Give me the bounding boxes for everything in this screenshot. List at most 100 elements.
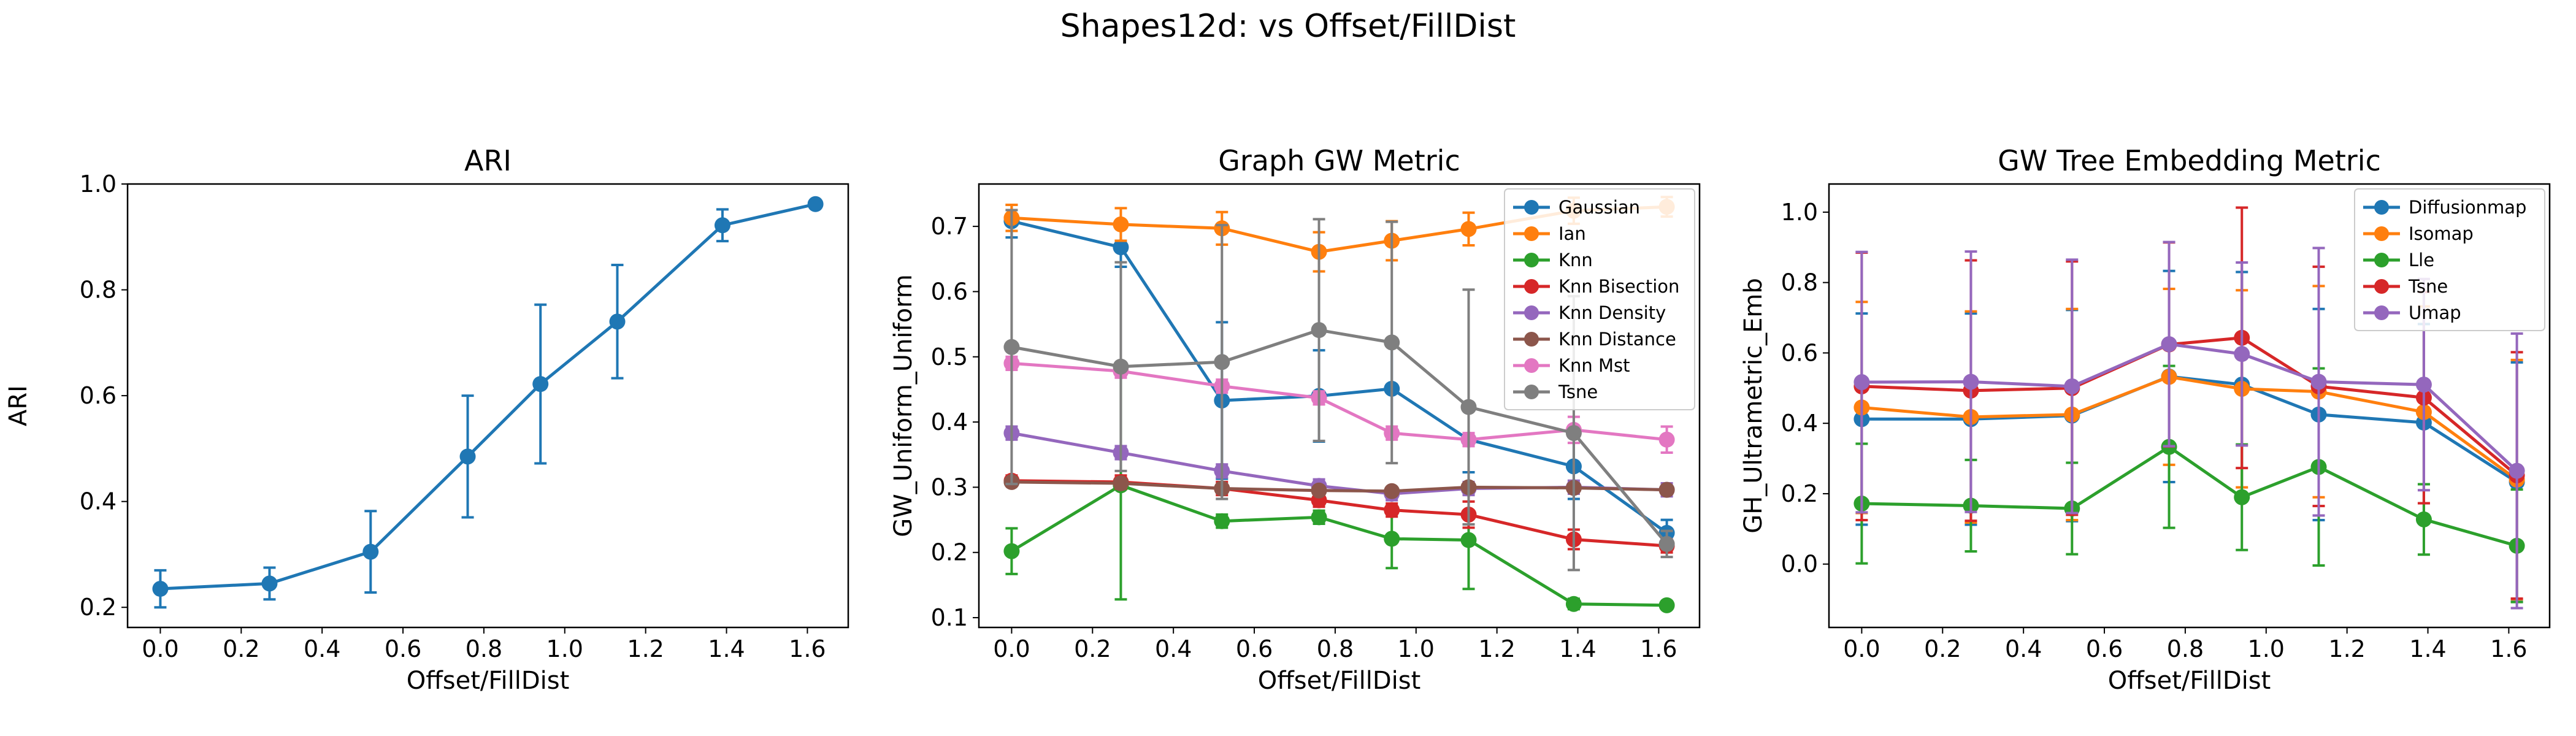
charts: ARI 0.0 0.2 0.4 0.6 0.8 1.0 1.2 1.4 1.6 0.2 0.4 0.6 0… (4, 144, 2551, 695)
chart-title: GW Tree Embedding Metric (1998, 144, 2381, 177)
series-line (1861, 336, 2518, 477)
legend-label: Knn Bisection (1558, 276, 1679, 297)
axes-frame (1828, 183, 2551, 629)
data-point (1963, 374, 1979, 390)
y-axis-label: ARI (4, 385, 33, 426)
series-line (1861, 375, 2518, 484)
data-point (1384, 502, 1400, 518)
legend: Diffusionmap Isomap Lle Tsne Umap (2354, 188, 2545, 331)
x-tick-label: 0.0 (1843, 635, 1880, 662)
legend-swatch-marker (1524, 305, 1539, 320)
data-point (2509, 462, 2525, 479)
series-line (160, 202, 816, 591)
x-tick-label: 0.4 (304, 635, 340, 662)
legend-label: Umap (2409, 302, 2461, 323)
data-point (362, 543, 379, 560)
data-point (459, 448, 476, 465)
x-tick-label: 0.2 (1924, 635, 1961, 662)
series-line (1861, 445, 2518, 548)
data-point (1311, 509, 1327, 526)
y-tick-label: 0.6 (1781, 339, 1818, 366)
data-point (1384, 334, 1400, 351)
data-point (1384, 483, 1400, 499)
legend-box (2354, 188, 2545, 331)
data-point (1113, 358, 1129, 375)
legend-swatch-marker (2374, 226, 2389, 241)
data-point (1460, 399, 1477, 415)
data-point (532, 376, 549, 393)
y-tick-label: 0.4 (1781, 410, 1818, 437)
x-tick-label: 1.2 (2328, 635, 2365, 662)
legend-label: Isomap (2409, 223, 2474, 244)
legend-label: Tsne (1558, 381, 1598, 402)
series-line (1011, 483, 1667, 607)
data-point (152, 581, 169, 597)
y-tick-label: 0.6 (80, 382, 117, 409)
chart-title: Graph GW Metric (1218, 144, 1460, 177)
data-point (1311, 482, 1327, 499)
data-point (2234, 489, 2250, 505)
y-tick-label: 0.5 (931, 343, 968, 370)
y-tick-label: 1.0 (1781, 199, 1818, 226)
x-tick-label: 1.4 (1559, 635, 1596, 662)
x-tick-label: 1.6 (2490, 635, 2527, 662)
series-line (1861, 342, 2518, 472)
data-point (2161, 336, 2177, 353)
legend-swatch-marker (1524, 332, 1539, 347)
data-point (714, 217, 730, 234)
series-line (1011, 480, 1667, 493)
y-tick-label: 0.6 (931, 278, 968, 305)
legend-swatch-marker (2374, 200, 2389, 215)
legend-swatch-marker (2374, 253, 2389, 267)
y-tick-label: 0.8 (1781, 269, 1818, 296)
y-tick-label: 0.7 (931, 213, 968, 240)
x-tick-label: 0.4 (1155, 635, 1192, 662)
legend-label: Ian (1558, 223, 1586, 244)
series-line (1861, 375, 2518, 481)
series-line (1011, 220, 1668, 534)
legend-label: Lle (2409, 250, 2434, 270)
data-point (609, 313, 626, 330)
x-axis-label: Offset/FillDist (407, 667, 570, 695)
legend-label: Tsne (2408, 276, 2448, 297)
data-point (1460, 221, 1477, 237)
legend-label: Gaussian (1558, 197, 1640, 218)
x-axis-label: Offset/FillDist (2108, 667, 2271, 695)
y-tick-label: 0.4 (931, 408, 968, 435)
x-tick-label: 0.2 (1074, 635, 1111, 662)
x-tick-label: 1.0 (546, 635, 583, 662)
data-point (1113, 239, 1129, 256)
y-axis-label: GH_Ultrametric_Emb (1739, 278, 1768, 534)
legend-swatch-marker (1524, 385, 1539, 399)
data-point (2064, 378, 2080, 394)
series-1 (152, 196, 824, 609)
y-tick-label: 0.2 (1781, 480, 1818, 507)
series-line (1011, 361, 1667, 442)
data-point (1658, 597, 1675, 613)
legend: Gaussian Ian Knn Knn Bisection Knn Density Kn… (1504, 188, 1695, 410)
data-point (1460, 532, 1477, 548)
legend-label: Knn (1558, 250, 1593, 270)
data-point (1384, 531, 1400, 547)
series-line (1011, 328, 1668, 545)
x-tick-label: 1.6 (789, 635, 826, 662)
data-point (2310, 374, 2327, 390)
legend-swatch-marker (1524, 358, 1539, 373)
legend-swatch-marker (2374, 305, 2389, 320)
x-tick-label: 1.6 (1640, 635, 1677, 662)
x-tick-label: 0.6 (1236, 635, 1273, 662)
chart-panel-1: ARI 0.0 0.2 0.4 0.6 0.8 1.0 1.2 1.4 1.6 0.2 0.4 0.6 0… (4, 144, 849, 695)
x-tick-label: 1.2 (1478, 635, 1515, 662)
data-point (1658, 431, 1675, 448)
x-tick-label: 0.0 (993, 635, 1030, 662)
series-umap (1853, 240, 2525, 610)
x-tick-label: 1.0 (2248, 635, 2285, 662)
data-point (1003, 543, 1020, 559)
data-point (1311, 322, 1327, 339)
legend-label: Diffusionmap (2409, 197, 2526, 218)
legend-swatch-marker (1524, 200, 1539, 215)
data-point (1113, 475, 1129, 492)
legend-box (1504, 188, 1695, 410)
legend-label: Knn Mst (1558, 355, 1630, 376)
